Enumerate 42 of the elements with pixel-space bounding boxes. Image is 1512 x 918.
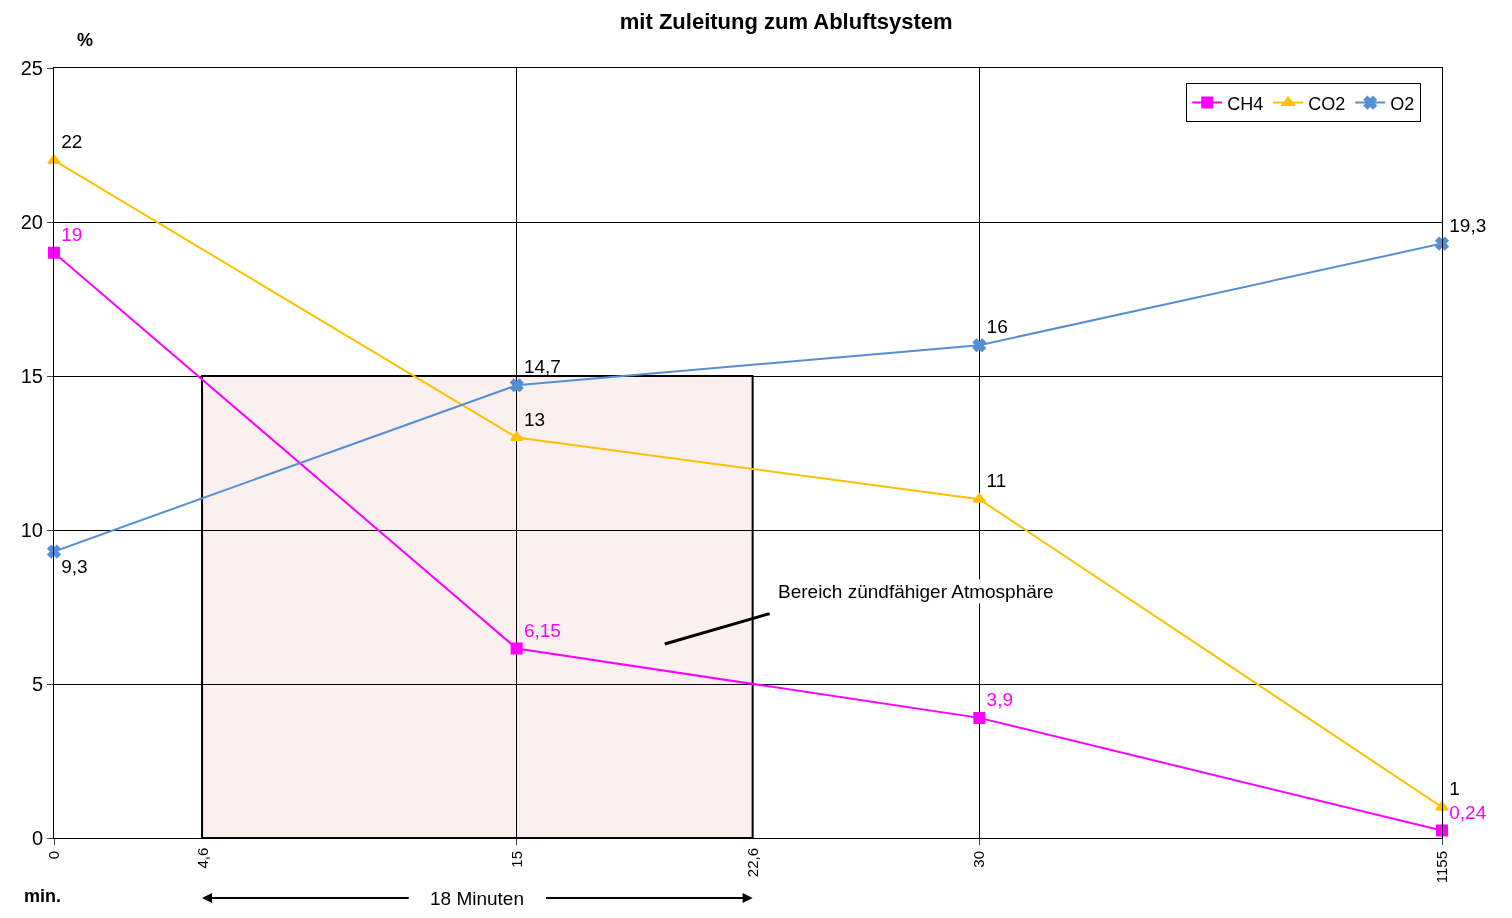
chart-title: mit Zuleitung zum Abluftsystem bbox=[619, 9, 953, 35]
legend-label: O2 bbox=[1390, 93, 1415, 114]
legend-label: CH4 bbox=[1227, 93, 1264, 114]
y-tick-label: 10 bbox=[20, 519, 43, 541]
x-tick-label: 1155 bbox=[1432, 851, 1450, 884]
point bbox=[1435, 801, 1449, 811]
data-label: 19,3 bbox=[1449, 214, 1487, 236]
point bbox=[1436, 824, 1448, 837]
y-tick-label: 25 bbox=[20, 57, 43, 79]
text: 18 Minuten bbox=[430, 888, 525, 909]
x-axis-title: min. bbox=[24, 886, 62, 906]
data-label: 6,15 bbox=[523, 619, 561, 641]
x-tick-label: 0 bbox=[44, 851, 62, 860]
annotation: Bereich zündfähiger Atmosphäre bbox=[778, 581, 1054, 602]
data-label: 22 bbox=[61, 131, 83, 153]
data-label: 19 bbox=[61, 223, 83, 245]
y-axis-title: % bbox=[77, 30, 94, 50]
text: 22,6 bbox=[744, 847, 762, 878]
x-tick-label: 15 bbox=[507, 851, 525, 868]
point bbox=[973, 711, 986, 724]
y-tick-label: 20 bbox=[20, 211, 43, 233]
y-tick-label: 5 bbox=[31, 673, 43, 695]
data-label: 0,24 bbox=[1449, 801, 1487, 823]
text: 4,6 bbox=[193, 847, 211, 869]
point bbox=[510, 378, 524, 392]
x-tick-label: 30 bbox=[970, 851, 988, 868]
y-tick-label: 0 bbox=[31, 827, 43, 849]
data-label: 16 bbox=[986, 316, 1008, 338]
point bbox=[47, 544, 61, 559]
data-label: 14,7 bbox=[523, 356, 561, 378]
data-label: 9,3 bbox=[61, 556, 88, 578]
data-label: 13 bbox=[523, 408, 546, 430]
point bbox=[509, 431, 524, 442]
y-tick-label: 15 bbox=[20, 365, 43, 387]
legend-label: CO2 bbox=[1308, 93, 1346, 114]
point bbox=[972, 338, 986, 352]
point bbox=[510, 642, 523, 655]
data-label: 11 bbox=[986, 470, 1007, 492]
point bbox=[1435, 236, 1449, 251]
data-label: 1 bbox=[1449, 778, 1460, 800]
data-label: 3,9 bbox=[986, 688, 1013, 710]
point bbox=[48, 246, 60, 259]
